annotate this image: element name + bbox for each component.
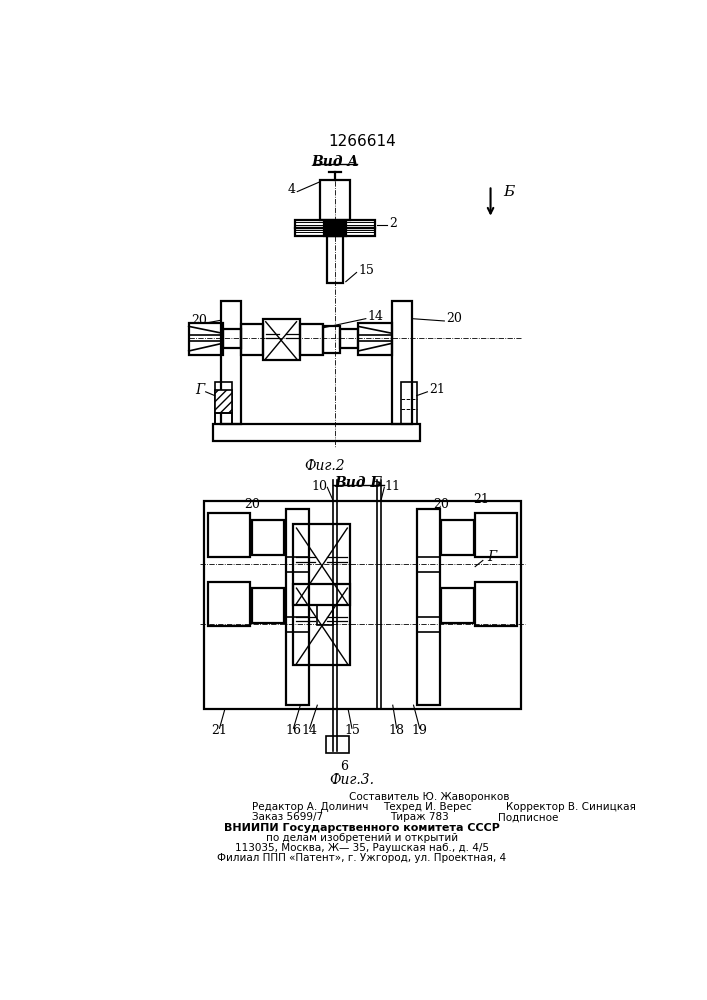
Text: 10: 10: [311, 480, 327, 493]
Text: 4: 4: [288, 183, 296, 196]
Bar: [293, 524, 351, 605]
Text: Составитель Ю. Жаворонков: Составитель Ю. Жаворонков: [349, 792, 509, 802]
Text: 2: 2: [389, 217, 397, 230]
Bar: [320, 180, 350, 220]
Bar: [475, 582, 518, 626]
Bar: [215, 382, 232, 424]
Text: Заказ 5699/7: Заказ 5699/7: [252, 812, 323, 822]
Text: 19: 19: [411, 724, 428, 737]
Text: Подписное: Подписное: [498, 812, 559, 822]
Bar: [317, 605, 333, 625]
Text: Вид А: Вид А: [311, 155, 359, 169]
Text: по делам изобретений и открытий: по делам изобретений и открытий: [266, 833, 458, 843]
Text: 18: 18: [389, 724, 404, 737]
Text: 21: 21: [429, 383, 445, 396]
Text: Филиал ППП «Патент», г. Ужгород, ул. Проектная, 4: Филиал ППП «Патент», г. Ужгород, ул. Про…: [217, 853, 506, 863]
Text: 21: 21: [211, 724, 228, 737]
Text: 20: 20: [192, 314, 207, 327]
Text: 20: 20: [446, 312, 462, 325]
Bar: [441, 520, 474, 555]
Text: 20: 20: [433, 498, 449, 512]
Bar: [252, 520, 284, 555]
Bar: [214, 424, 420, 441]
Text: 14: 14: [302, 724, 317, 737]
Text: 113035, Москва, Ж— 35, Раушская наб., д. 4/5: 113035, Москва, Ж— 35, Раушская наб., д.…: [235, 843, 489, 853]
Text: ВНИИПИ Государственного комитета СССР: ВНИИПИ Государственного комитета СССР: [224, 823, 500, 833]
Bar: [286, 509, 309, 705]
Bar: [215, 389, 232, 413]
Bar: [441, 588, 474, 623]
Text: 11: 11: [385, 480, 400, 493]
Bar: [475, 513, 518, 557]
Text: 20: 20: [244, 498, 259, 512]
Bar: [204, 501, 521, 709]
Text: 14: 14: [368, 310, 383, 323]
Bar: [295, 220, 375, 228]
Text: Фиг.2: Фиг.2: [305, 459, 345, 473]
Bar: [189, 323, 223, 355]
Bar: [295, 228, 375, 235]
Bar: [208, 513, 250, 557]
Text: 6: 6: [340, 760, 349, 773]
Text: Корректор В. Синицкая: Корректор В. Синицкая: [506, 802, 636, 812]
Text: 21: 21: [474, 493, 489, 506]
Bar: [241, 324, 262, 355]
Bar: [223, 329, 241, 348]
Bar: [327, 235, 343, 283]
Text: 16: 16: [286, 724, 301, 737]
Text: Редактор А. Долинич: Редактор А. Долинич: [252, 802, 368, 812]
Text: Г: Г: [487, 550, 497, 564]
Bar: [221, 301, 241, 424]
Bar: [325, 222, 346, 235]
Text: Тираж 783: Тираж 783: [390, 812, 449, 822]
Text: Вид Б: Вид Б: [334, 476, 382, 490]
Bar: [215, 413, 232, 424]
Bar: [262, 319, 300, 360]
Text: 1266614: 1266614: [328, 134, 396, 149]
Bar: [416, 509, 440, 705]
Bar: [402, 382, 416, 424]
Text: Фиг.3.: Фиг.3.: [329, 773, 375, 787]
Text: Б: Б: [503, 185, 514, 199]
Text: 15: 15: [358, 264, 374, 277]
Bar: [252, 588, 284, 623]
Bar: [392, 301, 412, 424]
Text: 15: 15: [344, 724, 360, 737]
Bar: [358, 323, 392, 355]
Text: Техред И. Верес: Техред И. Верес: [382, 802, 472, 812]
Bar: [339, 329, 358, 348]
Bar: [300, 324, 322, 355]
Text: Г: Г: [195, 382, 204, 396]
Bar: [293, 584, 351, 665]
Bar: [322, 326, 339, 353]
Bar: [326, 736, 349, 753]
Bar: [208, 582, 250, 626]
